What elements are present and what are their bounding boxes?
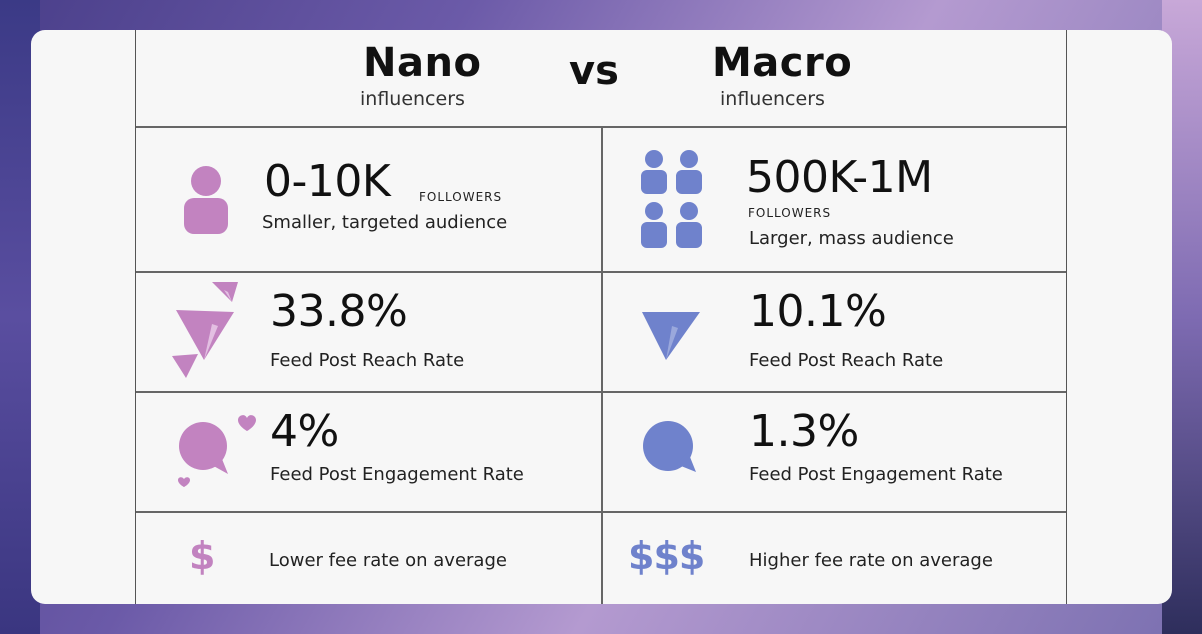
nano-reach-label: Feed Post Reach Rate (270, 350, 465, 371)
chat-hearts-icon (178, 415, 256, 487)
nano-title: Nano (363, 40, 482, 86)
nano-followers-label: FOLLOWERS (419, 190, 503, 204)
chat-bubble-icon (643, 421, 696, 472)
macro-title: Macro (712, 40, 853, 86)
vs-label: vs (569, 48, 619, 94)
comparison-card: Nano influencers vs Macro influencers 0-… (31, 30, 1172, 604)
nano-audience: Smaller, targeted audience (262, 212, 508, 233)
macro-followers-label: FOLLOWERS (748, 206, 832, 220)
dollar-icon: $ (189, 534, 216, 578)
macro-subtitle: influencers (720, 88, 825, 110)
nano-subtitle: influencers (360, 88, 465, 110)
macro-engagement-label: Feed Post Engagement Rate (749, 464, 1003, 485)
nano-reach-value: 33.8% (270, 286, 408, 337)
macro-audience: Larger, mass audience (749, 228, 954, 249)
macro-fee-label: Higher fee rate on average (749, 550, 993, 571)
macro-engagement-value: 1.3% (749, 406, 859, 457)
nano-engagement-value: 4% (270, 406, 339, 457)
macro-followers-value: 500K-1M (746, 152, 933, 203)
comparison-table: Nano influencers vs Macro influencers 0-… (135, 30, 1067, 604)
paper-planes-icon (172, 282, 238, 378)
nano-engagement-label: Feed Post Engagement Rate (270, 464, 524, 485)
paper-plane-icon (642, 312, 700, 360)
column-divider (601, 126, 603, 604)
macro-reach-value: 10.1% (749, 286, 887, 337)
macro-reach-label: Feed Post Reach Rate (749, 350, 944, 371)
nano-followers-value: 0-10K (264, 156, 391, 207)
dollars-icon: $$$ (628, 534, 705, 578)
nano-fee-label: Lower fee rate on average (269, 550, 507, 571)
person-icon (184, 166, 228, 234)
group-icon (641, 150, 702, 248)
